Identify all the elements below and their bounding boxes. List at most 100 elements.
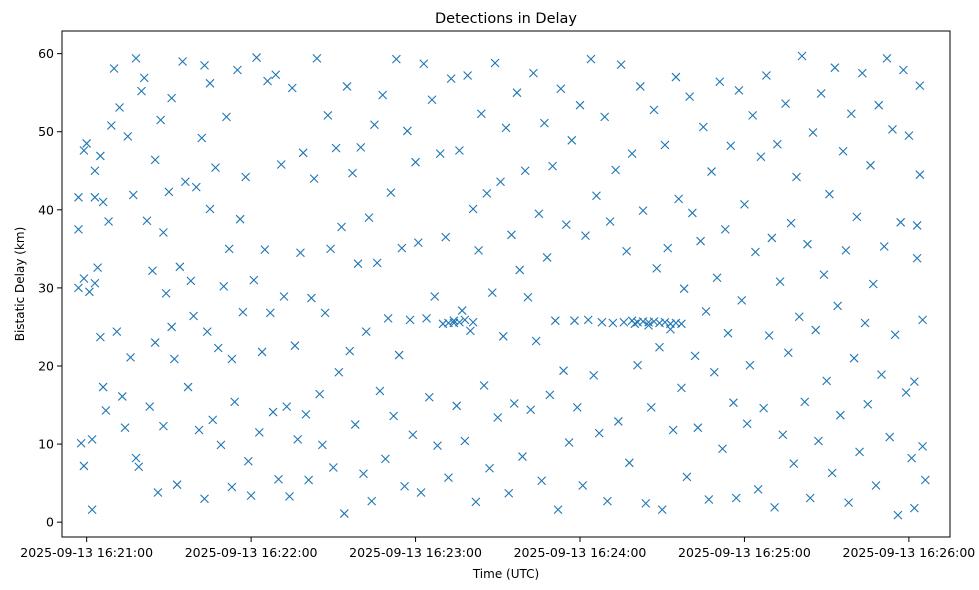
data-point xyxy=(603,496,612,506)
data-point xyxy=(90,192,100,202)
data-point xyxy=(271,70,281,80)
data-point xyxy=(613,417,623,426)
data-point xyxy=(877,370,886,379)
data-point xyxy=(899,65,908,75)
data-point xyxy=(167,93,177,103)
data-point xyxy=(276,160,286,169)
data-point xyxy=(633,317,642,327)
data-point xyxy=(334,367,344,377)
x-tick-label: 2025-09-13 16:26:00 xyxy=(843,545,976,560)
data-point xyxy=(367,496,377,506)
data-point xyxy=(287,83,297,93)
data-point xyxy=(194,425,204,435)
data-point xyxy=(863,399,873,409)
data-point xyxy=(490,58,500,68)
data-point xyxy=(145,402,155,411)
data-point xyxy=(778,430,788,440)
data-point xyxy=(816,89,826,98)
data-point xyxy=(317,440,327,450)
data-point xyxy=(756,152,766,162)
data-point xyxy=(301,410,311,419)
data-point xyxy=(649,317,659,326)
data-point xyxy=(572,402,582,412)
data-point xyxy=(737,296,747,305)
data-point xyxy=(243,456,253,466)
data-point xyxy=(375,386,385,396)
data-point xyxy=(402,126,412,136)
data-point xyxy=(520,166,530,176)
data-point xyxy=(564,438,574,447)
data-point xyxy=(687,208,697,218)
data-point xyxy=(137,86,146,96)
data-point xyxy=(85,287,94,297)
data-point xyxy=(468,204,478,214)
data-point xyxy=(263,76,272,86)
data-point xyxy=(101,406,111,415)
data-point xyxy=(463,71,473,80)
data-point xyxy=(482,189,492,198)
data-point xyxy=(616,60,626,69)
data-point xyxy=(890,330,900,340)
data-point xyxy=(156,115,166,125)
data-point xyxy=(783,348,793,358)
data-point xyxy=(95,332,105,342)
data-point xyxy=(370,120,379,130)
data-point xyxy=(411,157,420,167)
data-point xyxy=(496,177,505,187)
data-point xyxy=(748,110,758,120)
y-tick-label: 10 xyxy=(38,437,54,452)
data-point xyxy=(904,131,914,141)
data-point xyxy=(227,482,237,492)
data-point xyxy=(191,182,201,192)
data-point xyxy=(79,146,89,155)
data-point xyxy=(589,370,599,380)
data-point xyxy=(304,475,314,485)
data-point xyxy=(175,262,185,272)
data-point xyxy=(723,328,733,338)
data-point xyxy=(471,497,481,507)
data-point xyxy=(211,163,220,173)
data-point xyxy=(677,383,686,393)
data-point xyxy=(808,128,818,137)
data-point xyxy=(356,142,366,152)
data-point xyxy=(106,121,116,130)
data-point xyxy=(622,246,631,256)
data-point xyxy=(624,458,634,468)
data-point xyxy=(868,279,878,289)
data-point xyxy=(561,220,571,230)
data-point xyxy=(180,177,190,187)
data-point xyxy=(186,276,196,286)
data-point xyxy=(386,188,396,198)
data-point xyxy=(770,502,779,512)
data-point xyxy=(205,204,215,214)
data-point xyxy=(337,222,346,232)
data-point xyxy=(559,366,568,376)
data-point xyxy=(326,244,335,254)
data-point xyxy=(126,353,135,362)
data-point xyxy=(797,51,807,61)
data-point xyxy=(348,168,357,178)
data-point xyxy=(767,233,777,243)
data-point xyxy=(912,221,922,230)
data-point xyxy=(298,148,308,158)
data-point xyxy=(529,68,538,78)
data-point xyxy=(427,95,437,105)
data-point xyxy=(537,476,547,486)
data-point xyxy=(775,277,785,287)
data-point xyxy=(161,288,171,298)
data-point xyxy=(79,274,89,283)
data-point xyxy=(233,65,242,75)
data-point xyxy=(608,318,618,328)
data-point xyxy=(772,139,782,149)
data-point xyxy=(912,253,922,263)
data-point xyxy=(361,327,371,337)
data-point xyxy=(567,135,577,145)
y-tick-label: 50 xyxy=(38,124,54,139)
data-point xyxy=(548,161,557,171)
data-point xyxy=(803,239,812,249)
data-point xyxy=(674,194,684,204)
data-point xyxy=(252,53,261,62)
data-point xyxy=(619,317,629,327)
data-point xyxy=(222,112,231,122)
data-point xyxy=(660,140,670,150)
